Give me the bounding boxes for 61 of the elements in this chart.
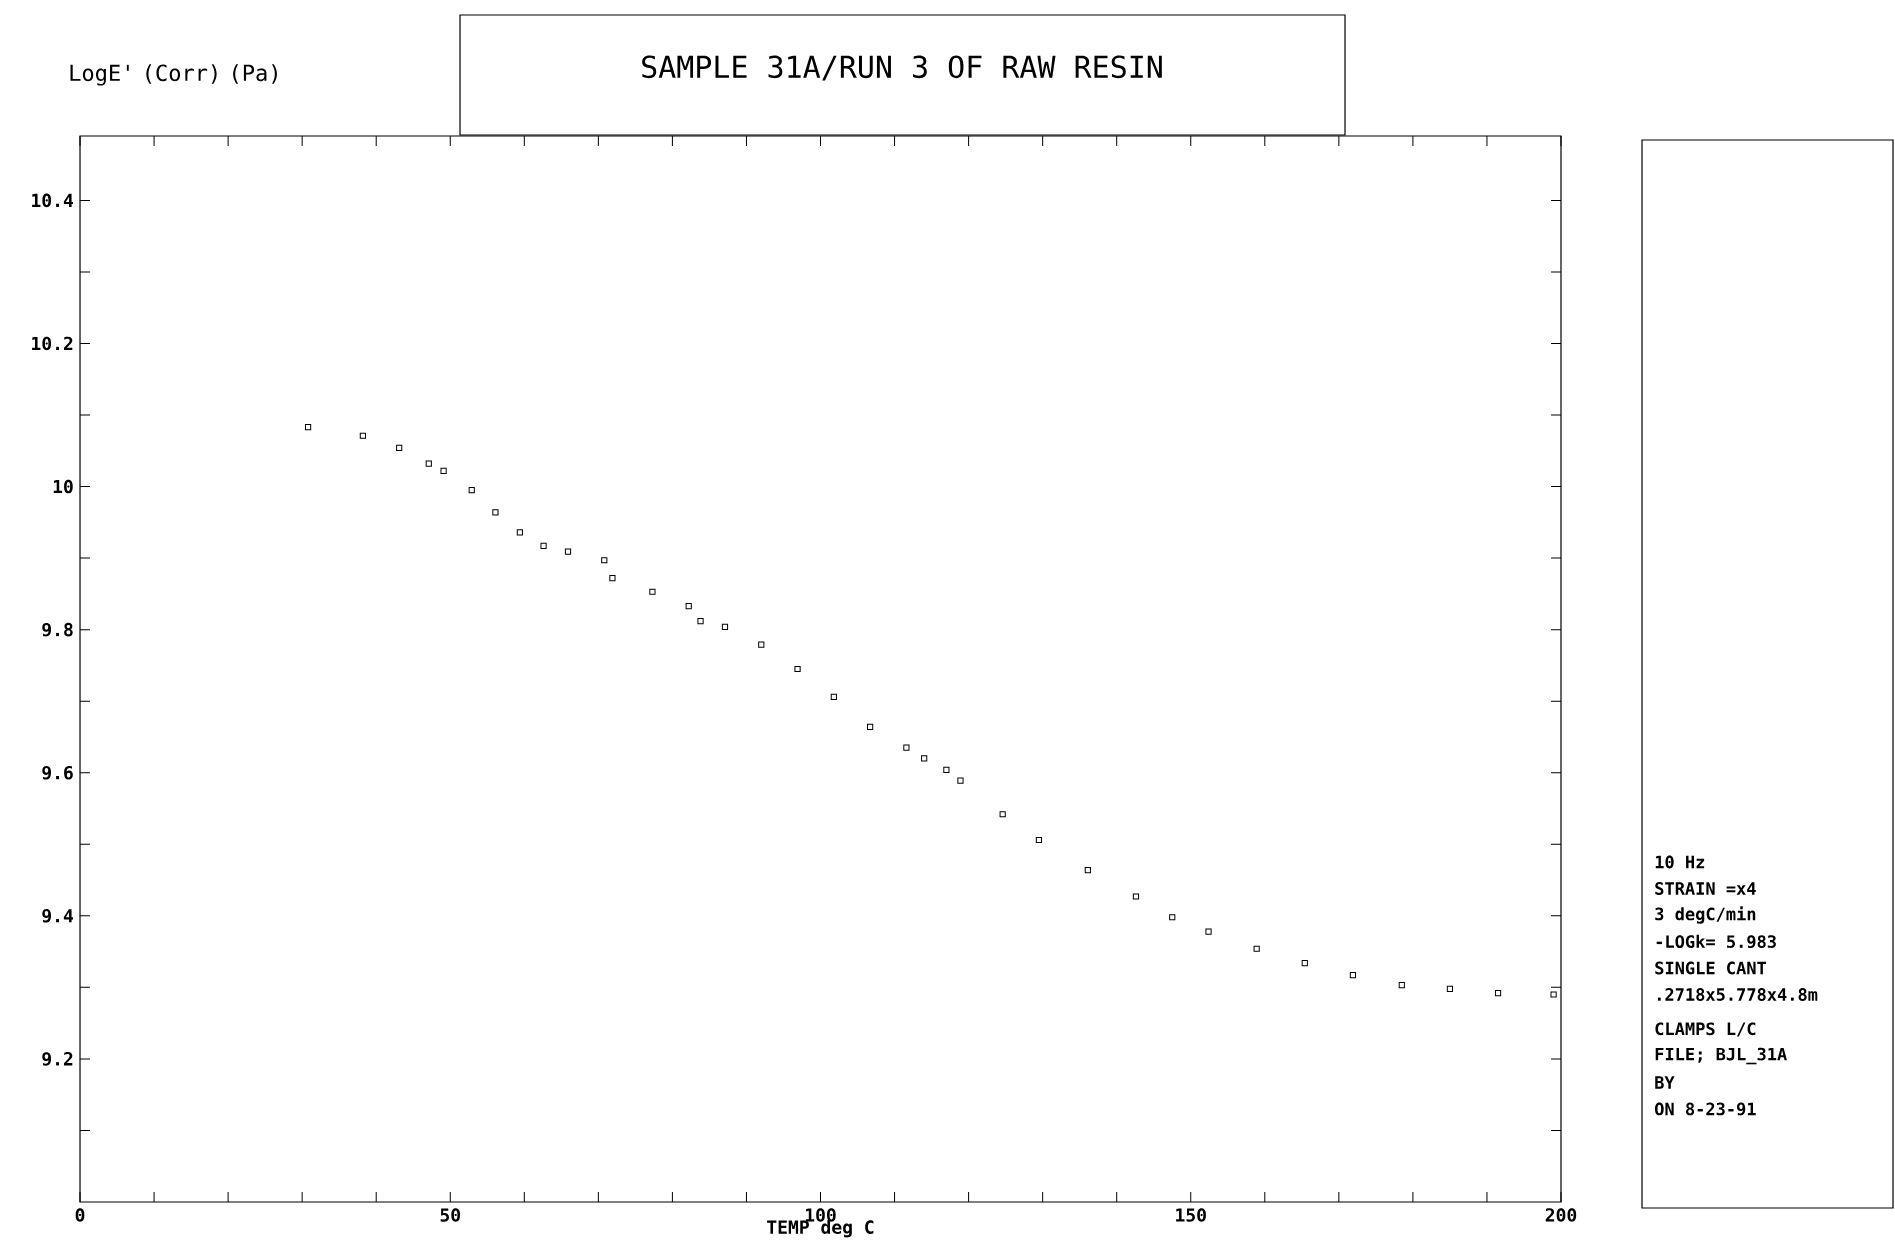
point	[1205, 928, 1212, 935]
text: BY	[1655, 1076, 1675, 1089]
point	[468, 487, 475, 494]
point	[697, 617, 704, 625]
point	[1494, 989, 1502, 997]
point	[867, 723, 874, 731]
x-tick-label: 50	[440, 1208, 461, 1222]
point	[1550, 991, 1557, 998]
point	[492, 509, 499, 516]
text: -LOGk= 5.983	[1656, 934, 1776, 949]
text: STRAIN =x4	[1655, 882, 1756, 895]
y-tick-label: 10.2	[32, 336, 73, 351]
x-tick-label: 100	[805, 1208, 836, 1222]
point	[649, 588, 656, 595]
text: 10 Hz	[1655, 855, 1705, 869]
text: CLAMPS L/C	[1655, 1022, 1756, 1037]
point	[1301, 959, 1308, 967]
x-tick-label: 150	[1176, 1208, 1206, 1222]
y-tick-label: 10.4	[32, 193, 74, 208]
y-tick-label: 9.6	[42, 765, 73, 780]
point	[721, 623, 729, 630]
point	[564, 548, 572, 555]
point	[304, 424, 312, 431]
point	[943, 766, 950, 773]
point	[999, 811, 1006, 818]
point	[516, 529, 523, 536]
point	[794, 665, 801, 673]
point	[758, 641, 765, 648]
y-axis-title: LogE' (Corr) (Pa)	[70, 64, 277, 86]
point	[921, 755, 928, 762]
text: 3 degC/min	[1655, 906, 1756, 924]
y-tick-label: 10	[53, 479, 73, 494]
text: FILE; BJL_31A	[1655, 1047, 1787, 1065]
point	[1132, 893, 1140, 900]
point	[1169, 914, 1176, 921]
point	[1398, 982, 1405, 989]
point	[1349, 972, 1357, 979]
point	[685, 602, 692, 610]
text: SINGLE CANT	[1655, 961, 1767, 975]
y-tick-label: 9.2	[42, 1052, 73, 1066]
point	[830, 693, 837, 700]
point	[396, 444, 403, 452]
point	[1084, 866, 1091, 874]
x-tick-label: 200	[1545, 1208, 1577, 1222]
point	[440, 467, 447, 474]
chart-title: SAMPLE 31A/RUN 3 OF RAW RESIN	[642, 55, 1162, 81]
point	[359, 432, 366, 439]
point	[903, 744, 910, 751]
text: .2718x5.778x4.8m	[1657, 988, 1818, 1001]
y-tick-label: 9.8	[42, 622, 73, 637]
point	[540, 542, 547, 550]
point	[425, 460, 432, 467]
point	[957, 777, 964, 784]
point	[601, 557, 608, 564]
point	[1035, 836, 1043, 844]
point	[1253, 945, 1260, 952]
text: ON 8-23-91	[1654, 1102, 1756, 1116]
x-tick-label: 0	[75, 1208, 85, 1222]
point	[1446, 985, 1454, 992]
y-tick-label: 9.4	[42, 909, 74, 923]
point	[609, 575, 616, 582]
